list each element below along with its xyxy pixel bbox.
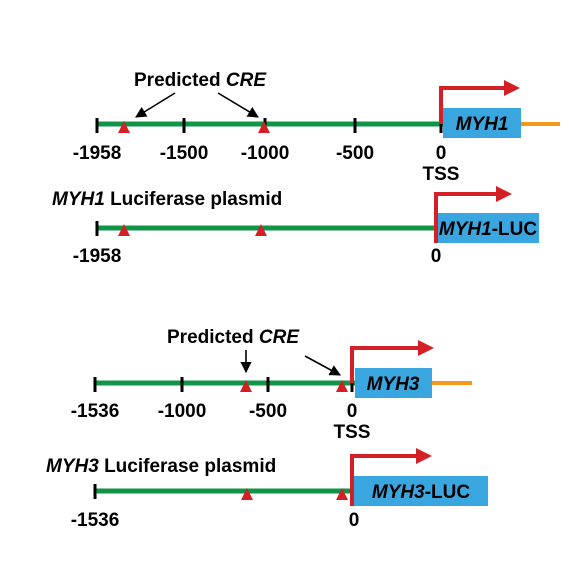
myh3-plasmid-tss-arrow — [350, 454, 420, 506]
myh3-tick-label: -500 — [249, 401, 287, 422]
myh1-cre-triangle — [118, 121, 130, 133]
myh1-luciferase-plasmid: MYH1 Luciferase plasmid MYH1-LUC -1958 0 — [52, 186, 539, 267]
myh1-plasmid-start-label: -1958 — [73, 246, 122, 267]
myh3-plasmid-start-label: -1536 — [71, 510, 120, 531]
myh1-plasmid-label: MYH1 Luciferase plasmid — [52, 189, 282, 210]
myh3-tick-label: -1000 — [158, 401, 207, 422]
myh3-tick-label: -1536 — [71, 401, 120, 422]
myh1-plasmid-end-label: 0 — [431, 246, 442, 267]
myh1-cre-annotation: Predicted CRE — [134, 70, 267, 91]
myh3-cre-triangle — [240, 380, 252, 392]
myh1-luc-label: MYH1-LUC — [439, 219, 537, 240]
myh3-plasmid-cre-triangle — [336, 488, 348, 500]
myh1-cre-triangle — [258, 121, 270, 133]
myh3-tss-arrowhead — [418, 340, 434, 356]
myh3-cre-annotation: Predicted CRE — [167, 327, 300, 348]
myh1-plasmid-tss-arrow — [434, 192, 500, 243]
myh3-tss-label: TSS — [334, 422, 371, 443]
myh3-plasmid-label: MYH3 Luciferase plasmid — [46, 456, 276, 477]
myh3-tss-arrow — [350, 346, 422, 383]
myh1-gene-box — [443, 108, 521, 138]
myh1-cre-pointer-1 — [135, 92, 176, 118]
myh1-tick-label: -1000 — [241, 143, 290, 164]
myh1-tick-label: -500 — [336, 143, 374, 164]
myh1-plasmid-tss-arrowhead — [496, 186, 512, 202]
myh1-tick-label: 0 — [436, 143, 447, 164]
myh1-tss-label: TSS — [423, 164, 460, 185]
myh3-luciferase-plasmid: MYH3 Luciferase plasmid MYH3-LUC -1536 0 — [46, 448, 488, 531]
myh1-plasmid-cre-triangle — [255, 224, 267, 236]
myh1-tss-arrow — [439, 86, 508, 124]
myh3-cre-pointer-2 — [304, 355, 341, 376]
myh3-luc-label: MYH3-LUC — [372, 482, 470, 503]
myh1-tss-arrowhead — [504, 80, 520, 96]
myh3-gene-label: MYH3 — [367, 374, 420, 395]
myh1-promoter-map: Predicted CRE -1958 -1500 -1000 -500 0 T… — [73, 70, 560, 185]
myh1-luc-box — [438, 213, 539, 243]
myh3-cre-triangle — [336, 380, 348, 392]
myh3-tick-label: 0 — [347, 401, 358, 422]
myh3-plasmid-end-label: 0 — [349, 510, 360, 531]
myh3-luc-box — [354, 476, 488, 506]
myh1-cre-pointer-2 — [217, 92, 259, 118]
myh3-plasmid-cre-triangle — [241, 488, 253, 500]
myh3-plasmid-tss-arrowhead — [416, 448, 432, 464]
myh1-tick-label: -1500 — [160, 143, 209, 164]
myh3-gene-box — [355, 368, 432, 398]
myh1-tick-label: -1958 — [73, 143, 122, 164]
myh1-gene-label: MYH1 — [456, 114, 509, 135]
myh3-promoter-map: Predicted CRE -1536 -1000 -500 0 TSS MYH… — [71, 327, 472, 443]
myh1-plasmid-cre-triangle — [118, 224, 130, 236]
